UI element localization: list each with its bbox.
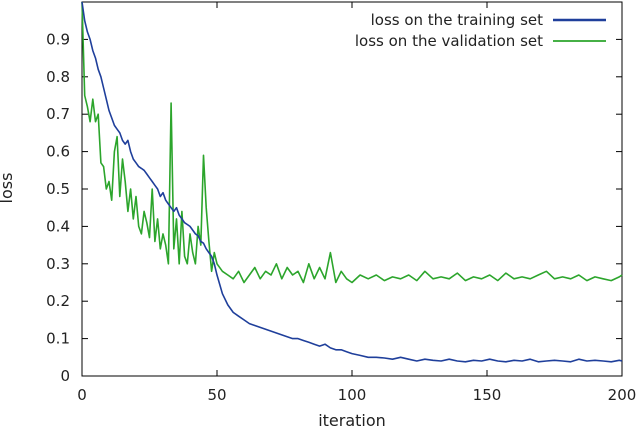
y-tick-label: 0.7 [46,105,70,123]
series-line-validation [81,1,623,284]
series-line-training [81,1,623,363]
y-tick-label: 0.3 [46,255,70,273]
y-tick-label: 0.1 [46,330,70,348]
x-tick-label: 200 [608,386,637,404]
x-tick-label: 0 [77,386,87,404]
y-tick-label: 0.4 [46,217,70,235]
y-tick-label: 0 [60,367,70,385]
legend: loss on the training set loss on the vali… [355,11,606,50]
y-tick-label: 0.6 [46,143,70,161]
legend-label: loss on the training set [371,11,544,29]
plot-area [81,1,623,377]
y-tick-label: 0.9 [46,30,70,48]
legend-label: loss on the validation set [355,32,543,50]
x-tick-label: 150 [473,386,502,404]
plot-border [81,1,623,377]
x-tick-label: 100 [338,386,367,404]
axis-ticks: 0 50 100 150 200 0 0.1 0.2 0.3 0.4 0.5 0.6 0.7 0.8 0.9 [46,2,636,404]
x-tick-label: 50 [207,386,226,404]
y-tick-label: 0.8 [46,68,70,86]
series-layer [81,1,623,363]
y-tick-label: 0.2 [46,292,70,310]
y-tick-label: 0.5 [46,180,70,198]
y-axis-label: loss [0,173,16,204]
x-axis-label: iteration [318,411,386,430]
